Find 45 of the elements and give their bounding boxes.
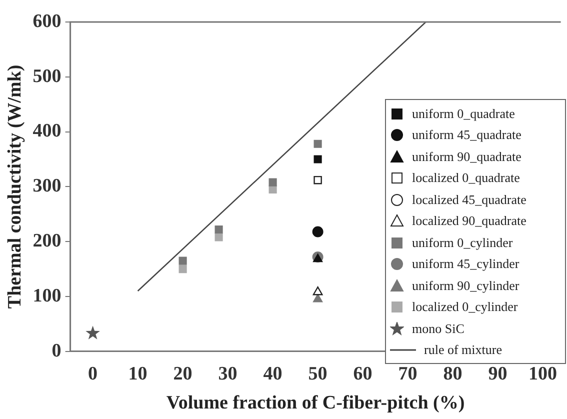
x-tick-label: 50 [308,364,328,385]
y-tick-label: 0 [52,340,62,362]
point [314,155,322,164]
x-tick-label: 100 [528,364,558,385]
x-tick-label: 90 [488,364,508,385]
y-tick-label: 100 [32,285,62,306]
x-tick-label: 80 [443,364,462,385]
x-tick-label: 60 [353,364,372,385]
point [314,140,322,148]
legend-label: localized 0_cylinder [412,299,518,316]
x-axis-title: Volume fraction of C-fiber-pitch (%) [166,392,465,414]
legend-label: uniform 90_cylinder [412,278,520,294]
point [268,178,277,186]
legend-label: mono SiC [412,320,464,337]
point [86,326,100,340]
point [178,265,187,274]
y-axis-title: Thermal conductivity (W/mk) [4,64,26,309]
y-tick-label: 400 [32,120,62,142]
x-tick-label: 0 [88,364,98,385]
legend-label: uniform 45_cylinder [412,256,520,272]
legend-label: uniform 0_quadrate [412,106,515,122]
x-tick-label: 30 [218,364,238,385]
y-tick-label: 600 [32,10,62,32]
point [312,294,323,302]
x-tick-label: 20 [173,364,192,385]
legend-label: uniform 45_quadrate [412,127,522,144]
y-tick-label: 500 [32,66,62,87]
point [312,286,323,296]
point [314,176,322,184]
y-tick-label: 300 [32,176,62,197]
legend-label: localized 45_quadrate [412,192,526,208]
point [312,226,324,238]
legend-label: localized 90_quadrate [412,213,526,230]
point [178,256,187,265]
point [312,254,323,262]
x-tick-label: 40 [263,364,282,385]
x-tick-label: 10 [128,364,148,385]
legend-label: rule of mixture [424,342,502,358]
legend-label: uniform 0_cylinder [412,234,513,251]
x-tick-label: 70 [398,364,418,385]
point [214,225,223,234]
y-tick-label: 200 [32,230,62,252]
point [214,233,223,242]
legend-label: uniform 90_quadrate [412,148,522,165]
legend-label: localized 0_quadrate [412,170,520,186]
